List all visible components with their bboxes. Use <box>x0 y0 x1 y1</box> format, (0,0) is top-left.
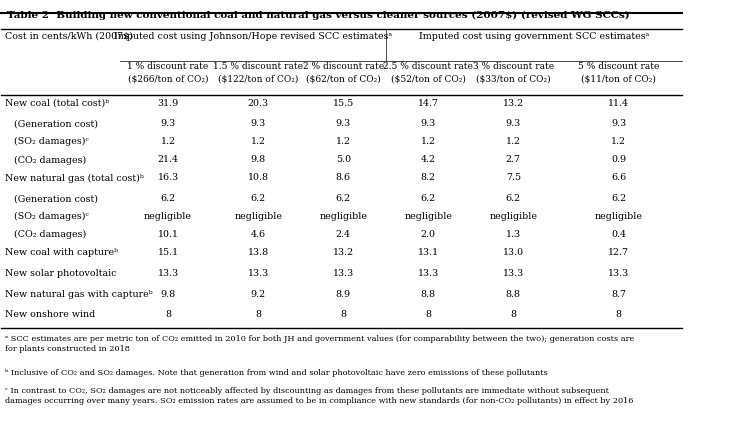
Text: 1.2: 1.2 <box>421 137 436 146</box>
Text: 6.2: 6.2 <box>161 194 176 203</box>
Text: 15.1: 15.1 <box>158 249 179 257</box>
Text: 1 % discount rate
($266/ton of CO₂): 1 % discount rate ($266/ton of CO₂) <box>127 62 209 83</box>
Text: 11.4: 11.4 <box>608 99 629 108</box>
Text: 1.2: 1.2 <box>611 137 626 146</box>
Text: 3 % discount rate
($33/ton of CO₂): 3 % discount rate ($33/ton of CO₂) <box>473 62 554 83</box>
Text: New onshore wind: New onshore wind <box>4 310 95 319</box>
Text: 2.0: 2.0 <box>421 230 436 239</box>
Text: 8.8: 8.8 <box>506 290 521 299</box>
Text: 13.3: 13.3 <box>608 269 629 278</box>
Text: 5.0: 5.0 <box>336 155 350 165</box>
Text: 13.3: 13.3 <box>247 269 269 278</box>
Text: 8.7: 8.7 <box>611 290 626 299</box>
Text: 1.5 % discount rate
($122/ton of CO₂): 1.5 % discount rate ($122/ton of CO₂) <box>213 62 303 83</box>
Text: negligible: negligible <box>234 212 282 221</box>
Text: 9.2: 9.2 <box>250 290 266 299</box>
Text: 8.2: 8.2 <box>421 174 436 182</box>
Text: 9.8: 9.8 <box>161 290 176 299</box>
Text: (CO₂ damages): (CO₂ damages) <box>13 155 86 165</box>
Text: New coal (total cost)ᵇ: New coal (total cost)ᵇ <box>4 99 109 108</box>
Text: 20.3: 20.3 <box>247 99 269 108</box>
Text: 1.2: 1.2 <box>161 137 176 146</box>
Text: 9.3: 9.3 <box>506 119 521 128</box>
Text: 13.3: 13.3 <box>502 269 524 278</box>
Text: 8: 8 <box>511 310 516 319</box>
Text: New natural gas (total cost)ᵇ: New natural gas (total cost)ᵇ <box>4 174 144 183</box>
Text: 6.6: 6.6 <box>611 174 626 182</box>
Text: 13.3: 13.3 <box>333 269 354 278</box>
Text: 13.3: 13.3 <box>418 269 439 278</box>
Text: 21.4: 21.4 <box>158 155 179 165</box>
Text: 0.9: 0.9 <box>611 155 626 165</box>
Text: (SO₂ damages)ᶜ: (SO₂ damages)ᶜ <box>13 137 88 146</box>
Text: 1.2: 1.2 <box>506 137 521 146</box>
Text: 6.2: 6.2 <box>421 194 436 203</box>
Text: 13.1: 13.1 <box>418 249 439 257</box>
Text: New coal with captureᵇ: New coal with captureᵇ <box>4 249 118 257</box>
Text: 2.4: 2.4 <box>336 230 350 239</box>
Text: 12.7: 12.7 <box>608 249 629 257</box>
Text: Cost in cents/kWh (2007$): Cost in cents/kWh (2007$) <box>4 32 133 41</box>
Text: negligible: negligible <box>595 212 643 221</box>
Text: 16.3: 16.3 <box>157 174 179 182</box>
Text: 8: 8 <box>425 310 431 319</box>
Text: 31.9: 31.9 <box>157 99 179 108</box>
Text: (Generation cost): (Generation cost) <box>13 119 98 128</box>
Text: 4.6: 4.6 <box>250 230 266 239</box>
Text: 15.5: 15.5 <box>333 99 354 108</box>
Text: 8: 8 <box>165 310 171 319</box>
Text: negligible: negligible <box>144 212 192 221</box>
Text: negligible: negligible <box>405 212 452 221</box>
Text: (Generation cost): (Generation cost) <box>13 194 98 203</box>
Text: 13.3: 13.3 <box>157 269 179 278</box>
Text: 8: 8 <box>340 310 346 319</box>
Text: 8: 8 <box>616 310 622 319</box>
Text: 9.3: 9.3 <box>161 119 176 128</box>
Text: 9.3: 9.3 <box>421 119 436 128</box>
Text: 4.2: 4.2 <box>421 155 436 165</box>
Text: New natural gas with captureᵇ: New natural gas with captureᵇ <box>4 290 153 299</box>
Text: negligible: negligible <box>489 212 537 221</box>
Text: ᵃ SCC estimates are per metric ton of CO₂ emitted in 2010 for both JH and govern: ᵃ SCC estimates are per metric ton of CO… <box>4 335 634 353</box>
Text: 2.7: 2.7 <box>506 155 521 165</box>
Text: Imputed cost using government SCC estimatesᵃ: Imputed cost using government SCC estima… <box>419 32 649 41</box>
Text: 8.9: 8.9 <box>336 290 350 299</box>
Text: 2 % discount rate
($62/ton of CO₂): 2 % discount rate ($62/ton of CO₂) <box>303 62 384 83</box>
Text: 8.6: 8.6 <box>336 174 350 182</box>
Text: 1.2: 1.2 <box>250 137 266 146</box>
Text: 7.5: 7.5 <box>506 174 521 182</box>
Text: (SO₂ damages)ᶜ: (SO₂ damages)ᶜ <box>13 212 88 221</box>
Text: Imputed cost using Johnson/Hope revised SCC estimatesᵃ: Imputed cost using Johnson/Hope revised … <box>114 32 392 41</box>
Text: 1.2: 1.2 <box>336 137 350 146</box>
Text: 13.8: 13.8 <box>247 249 269 257</box>
Text: 9.8: 9.8 <box>250 155 266 165</box>
Text: (CO₂ damages): (CO₂ damages) <box>13 230 86 239</box>
Text: 6.2: 6.2 <box>336 194 350 203</box>
Text: 2.5 % discount rate
($52/ton of CO₂): 2.5 % discount rate ($52/ton of CO₂) <box>383 62 473 83</box>
Text: 10.1: 10.1 <box>158 230 179 239</box>
Text: 8: 8 <box>255 310 262 319</box>
Text: ᵇ Inclusive of CO₂ and SO₂ damages. Note that generation from wind and solar pho: ᵇ Inclusive of CO₂ and SO₂ damages. Note… <box>4 369 548 377</box>
Text: Table 2  Building new conventional coal and natural gas versus cleaner sources (: Table 2 Building new conventional coal a… <box>7 11 629 20</box>
Text: 13.2: 13.2 <box>333 249 354 257</box>
Text: 9.3: 9.3 <box>250 119 266 128</box>
Text: 10.8: 10.8 <box>247 174 269 182</box>
Text: New solar photovoltaic: New solar photovoltaic <box>4 269 116 278</box>
Text: 13.2: 13.2 <box>503 99 524 108</box>
Text: 6.2: 6.2 <box>250 194 266 203</box>
Text: ᶜ In contrast to CO₂, SO₂ damages are not noticeably affected by discounting as : ᶜ In contrast to CO₂, SO₂ damages are no… <box>4 387 633 405</box>
Text: 5 % discount rate
($11/ton of CO₂): 5 % discount rate ($11/ton of CO₂) <box>578 62 659 83</box>
Text: 14.7: 14.7 <box>418 99 439 108</box>
Text: 13.0: 13.0 <box>503 249 524 257</box>
Text: 1.3: 1.3 <box>506 230 521 239</box>
Text: 9.3: 9.3 <box>611 119 626 128</box>
Text: 6.2: 6.2 <box>611 194 626 203</box>
Text: 8.8: 8.8 <box>421 290 436 299</box>
Text: negligible: negligible <box>319 212 368 221</box>
Text: 9.3: 9.3 <box>336 119 351 128</box>
Text: 0.4: 0.4 <box>611 230 626 239</box>
Text: 6.2: 6.2 <box>506 194 521 203</box>
